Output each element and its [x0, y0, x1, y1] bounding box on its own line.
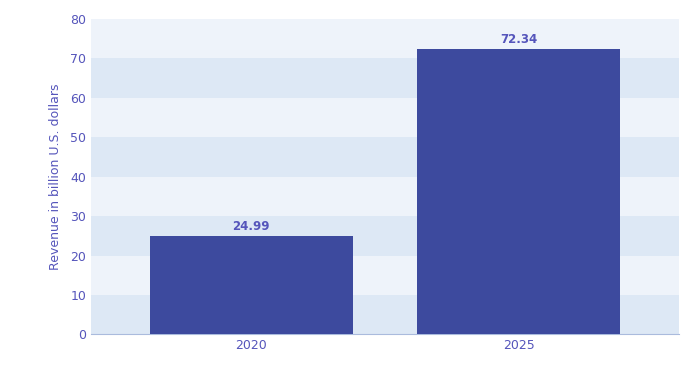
Bar: [150, 236, 353, 334]
Text: 72.34: 72.34: [500, 33, 538, 46]
Bar: [91, 98, 679, 137]
Bar: [91, 216, 679, 256]
Bar: [91, 177, 679, 216]
Bar: [91, 255, 679, 295]
Bar: [91, 19, 679, 59]
Bar: [91, 137, 679, 177]
Bar: [91, 295, 679, 334]
Text: 24.99: 24.99: [232, 220, 270, 233]
Y-axis label: Revenue in billion U.S. dollars: Revenue in billion U.S. dollars: [49, 84, 62, 270]
Bar: [91, 59, 679, 98]
Bar: [417, 49, 620, 334]
